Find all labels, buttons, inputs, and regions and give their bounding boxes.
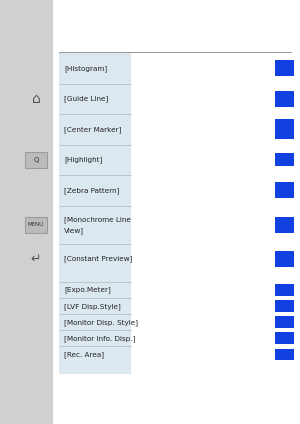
Text: ↵: ↵ xyxy=(31,253,41,265)
Bar xyxy=(274,91,294,107)
Bar xyxy=(26,217,46,233)
Bar xyxy=(274,119,294,139)
Bar xyxy=(0,0,52,424)
Text: [Rec. Area]: [Rec. Area] xyxy=(64,351,104,358)
Bar xyxy=(274,284,294,296)
Bar xyxy=(274,251,294,267)
Bar xyxy=(274,217,294,233)
Bar xyxy=(274,182,294,198)
Bar xyxy=(274,316,294,328)
Text: [Constant Preview]: [Constant Preview] xyxy=(64,256,132,262)
Bar xyxy=(274,332,294,344)
Bar xyxy=(274,153,294,166)
Text: View]: View] xyxy=(64,227,84,234)
Text: [Monitor Disp. Style]: [Monitor Disp. Style] xyxy=(64,319,138,326)
Text: ⌂: ⌂ xyxy=(32,92,40,106)
Text: MENU: MENU xyxy=(28,222,44,227)
Bar xyxy=(274,349,294,360)
Text: [Histogram]: [Histogram] xyxy=(64,65,107,72)
Text: [LVF Disp.Style]: [LVF Disp.Style] xyxy=(64,303,121,310)
Text: [Monochrome Line: [Monochrome Line xyxy=(64,216,131,223)
Bar xyxy=(274,300,294,312)
Bar xyxy=(26,152,46,168)
Bar xyxy=(58,53,130,374)
Bar xyxy=(274,60,294,76)
Text: [Zebra Pattern]: [Zebra Pattern] xyxy=(64,187,119,194)
Text: [Expo.Meter]: [Expo.Meter] xyxy=(64,287,111,293)
Text: [Monitor Info. Disp.]: [Monitor Info. Disp.] xyxy=(64,335,135,342)
Text: [Highlight]: [Highlight] xyxy=(64,156,102,163)
Text: [Guide Line]: [Guide Line] xyxy=(64,95,108,102)
Text: [Center Marker]: [Center Marker] xyxy=(64,126,121,133)
Text: Q: Q xyxy=(33,157,39,163)
